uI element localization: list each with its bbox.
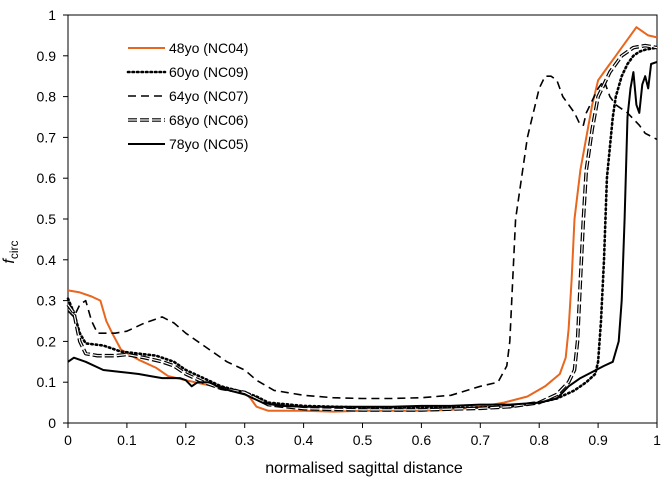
legend-label-64yo-nc07: 64yo (NC07) (169, 88, 248, 104)
y-tick-label: 1 (48, 7, 56, 23)
legend-label-68yo-nc06: 68yo (NC06) (169, 112, 248, 128)
x-tick-label: 0.9 (588, 432, 608, 448)
x-tick-label: 0.2 (176, 432, 196, 448)
y-axis-title: fcirc (1, 240, 21, 263)
x-tick-label: 0.1 (117, 432, 137, 448)
x-tick-label: 0.4 (294, 432, 314, 448)
x-tick-label: 0 (64, 432, 72, 448)
y-tick-label: 0.3 (37, 293, 57, 309)
legend-label-48yo-nc04: 48yo (NC04) (169, 40, 248, 56)
y-tick-label: 0.6 (37, 170, 57, 186)
x-tick-label: 0.3 (235, 432, 255, 448)
y-tick-label: 0.4 (37, 252, 57, 268)
series-line-64yo-nc07 (67, 75, 658, 400)
y-tick-label: 0.9 (37, 48, 57, 64)
series-lines (66, 26, 659, 413)
series-line-48yo-nc04 (67, 26, 658, 413)
legend: 48yo (NC04) 60yo (NC09) 64yo (NC07) 68yo (N… (126, 40, 248, 152)
series-line-60yo-nc09 (66, 46, 659, 409)
y-tick-label: 0.2 (37, 333, 57, 349)
x-tick-label: 0.5 (353, 432, 373, 448)
x-tick-label: 1 (653, 432, 661, 448)
legend-label-60yo-nc09: 60yo (NC09) (169, 64, 248, 80)
y-tick-label: 0.8 (37, 89, 57, 105)
x-tick-label: 0.6 (412, 432, 432, 448)
series-line-inner-68yo-nc06 (67, 45, 658, 411)
y-tick-label: 0.7 (37, 129, 57, 145)
y-tick-label: 0.1 (37, 374, 57, 390)
series-line-78yo-nc05 (67, 60, 658, 408)
x-axis-title: normalised sagittal distance (265, 460, 463, 477)
y-tick-label: 0.5 (37, 211, 57, 227)
legend-label-78yo-nc05: 78yo (NC05) (169, 136, 248, 152)
x-tick-label: 0.7 (471, 432, 491, 448)
y-tick-label: 0 (48, 415, 56, 431)
y-axis-title-main: f (1, 258, 18, 264)
x-tick-label: 0.8 (529, 432, 549, 448)
y-axis-ticks: 0 0.1 0.2 0.3 0.4 0.5 0.6 0.7 0.8 0.9 1 (37, 7, 68, 431)
x-axis-ticks: 0 0.1 0.2 0.3 0.4 0.5 0.6 0.7 0.8 0.9 1 (64, 423, 661, 448)
y-axis-title-subscript: circ (7, 240, 21, 259)
